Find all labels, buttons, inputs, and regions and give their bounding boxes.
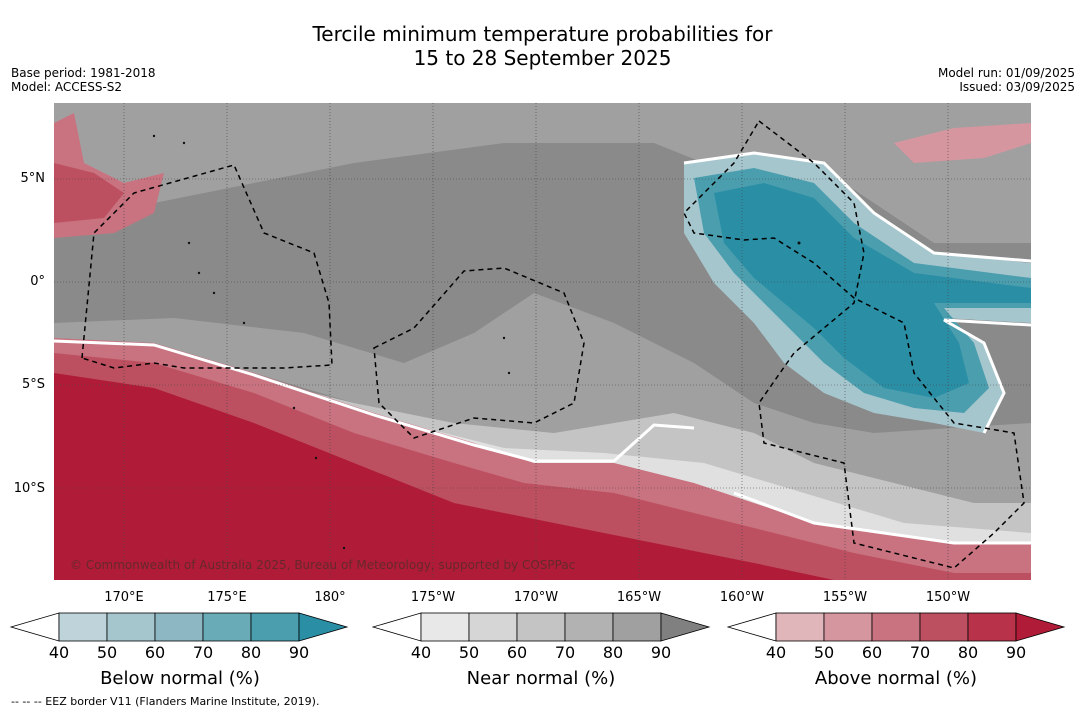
model-name: Model: ACCESS-S2: [11, 80, 123, 94]
chart-title: Tercile minimum temperature probabilitie…: [0, 22, 1085, 70]
colorbar-segment: [871, 612, 921, 642]
colorbar-title-above: Above normal (%): [814, 668, 978, 689]
contour-white-east-2: [943, 318, 1031, 434]
contour-white-se: [733, 491, 1031, 545]
eez-borders: [81, 119, 1025, 569]
contour-white-south: [54, 339, 695, 463]
colorbar-segment: [420, 612, 470, 642]
colorbar-min-arrow: [727, 612, 777, 642]
lon-label-175w: 175°W: [410, 590, 456, 605]
eez-footnote: -- -- -- EEZ border V11 (Flanders Marine…: [11, 695, 320, 708]
meta-left: Base period: 1981-2018 Model: ACCESS-S2: [11, 66, 156, 94]
lat-label-5n: 5°N: [20, 171, 46, 186]
lat-label-0: 0°: [30, 274, 45, 289]
colorbar-tick-label: 50: [96, 643, 118, 662]
colorbar-tick-label: 80: [957, 643, 979, 662]
colorbar-tick-label: 90: [1005, 643, 1027, 662]
colorbar-tick-label: 70: [192, 643, 214, 662]
lat-label-10s: 10°S: [13, 481, 45, 496]
colorbar-tick-label: 60: [144, 643, 166, 662]
colorbar-min-arrow: [372, 612, 422, 642]
colorbar-tick-label: 80: [240, 643, 262, 662]
colorbar-tick-label: 40: [410, 643, 432, 662]
lon-label-170w: 170°W: [513, 590, 559, 605]
colorbar-segment: [468, 612, 518, 642]
above-normal-90-south: [54, 373, 834, 580]
meta-right: Model run: 01/09/2025 Issued: 03/09/2025: [938, 66, 1075, 94]
colorbar-segment: [775, 612, 825, 642]
colorbar-below-normal: [10, 612, 349, 642]
colorbar-tick-label: 80: [602, 643, 624, 662]
map-copyright: © Commonwealth of Australia 2025, Bureau…: [70, 558, 576, 572]
colorbar-segment: [250, 612, 300, 642]
lat-label-5s: 5°S: [21, 377, 45, 392]
colorbar-above-normal: [727, 612, 1066, 642]
lon-label-155w: 155°W: [822, 590, 868, 605]
eez-phoenix: [373, 267, 585, 439]
islands: [152, 134, 801, 550]
base-period: Base period: 1981-2018: [11, 66, 156, 80]
colorbar-tick-label: 40: [765, 643, 787, 662]
colorbar-segment: [58, 612, 108, 642]
colorbar-tick-label: 90: [650, 643, 672, 662]
colorbar-segment: [919, 612, 969, 642]
colorbar-title-below: Below normal (%): [100, 668, 260, 689]
contour-white-east: [683, 151, 1031, 263]
map-grid: [54, 103, 1031, 580]
colorbar-tick-label: 60: [861, 643, 883, 662]
above-normal-north-west-80: [54, 163, 124, 223]
colorbar-segment: [154, 612, 204, 642]
lon-label-165w: 165°W: [616, 590, 662, 605]
colorbar-max-arrow: [1015, 612, 1066, 642]
eez-line-islands: [683, 119, 1025, 569]
colorbar-tick-label: 60: [506, 643, 528, 662]
colorbar-tick-label: 90: [288, 643, 310, 662]
colorbar-segment: [564, 612, 614, 642]
issued-date: Issued: 03/09/2025: [959, 80, 1075, 94]
below-normal-90: [714, 183, 1031, 398]
colorbar-segment: [612, 612, 662, 642]
lon-label-150w: 150°W: [925, 590, 971, 605]
model-run: Model run: 01/09/2025: [937, 66, 1075, 80]
colorbar-tick-label: 40: [48, 643, 70, 662]
colorbar-near-normal: [372, 612, 711, 642]
colorbar-tick-label: 70: [554, 643, 576, 662]
lon-label-180: 180°: [314, 590, 346, 605]
eez-tuvalu-kiribati-west: [81, 164, 333, 369]
above-normal-north-east: [894, 123, 1031, 163]
colorbar-max-arrow: [660, 612, 711, 642]
colorbar-segment: [823, 612, 873, 642]
colorbar-title-near: Near normal (%): [466, 668, 616, 689]
near-normal-70-north: [54, 103, 1031, 243]
lon-label-160w: 160°W: [719, 590, 765, 605]
title-line-2: 15 to 28 September 2025: [413, 46, 672, 70]
probability-map: [54, 103, 1031, 580]
colorbar-max-arrow: [298, 612, 349, 642]
colorbar-segment: [106, 612, 156, 642]
title-line-1: Tercile minimum temperature probabilitie…: [312, 22, 773, 46]
colorbar-segment: [516, 612, 566, 642]
colorbar-segment: [202, 612, 252, 642]
colorbar-segment: [967, 612, 1017, 642]
colorbar-tick-label: 70: [909, 643, 931, 662]
lon-label-170e: 170°E: [104, 590, 144, 605]
colorbar-min-arrow: [10, 612, 60, 642]
lon-label-175e: 175°E: [207, 590, 247, 605]
colorbar-tick-label: 50: [813, 643, 835, 662]
colorbar-tick-label: 50: [458, 643, 480, 662]
